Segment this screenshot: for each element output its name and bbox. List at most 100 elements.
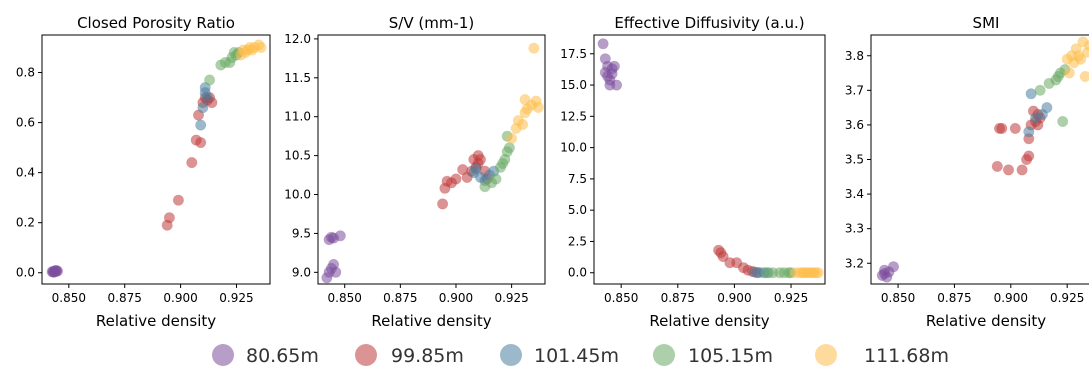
point-105.15m	[1057, 116, 1069, 128]
y-tick-label: 5.0	[568, 203, 587, 217]
panels: Closed Porosity Ratio 0.850 0.875 0.900 0.92…	[16, 14, 1089, 330]
point-99.85m	[717, 251, 729, 263]
y-tick-label: 0.4	[16, 166, 35, 180]
y-tick-label: 10.5	[284, 149, 311, 163]
y-tick-label: 3.7	[845, 83, 864, 97]
x-tick-label: 0.875	[937, 291, 971, 305]
y-tick-label: 2.5	[568, 234, 587, 248]
legend-label: 80.65m	[246, 345, 319, 367]
y-tick-label: 11.5	[284, 71, 311, 85]
points-group	[321, 42, 544, 284]
point-80.65m	[611, 79, 623, 91]
point-99.85m	[1023, 150, 1035, 162]
y-tick-label: 11.0	[284, 110, 311, 124]
x-tick-label: 0.875	[661, 291, 695, 305]
point-80.65m	[330, 266, 342, 278]
point-99.85m	[186, 157, 198, 169]
point-111.68m	[255, 41, 267, 53]
y-tick-label: 3.3	[845, 222, 864, 236]
x-tick-label: 0.925	[774, 291, 808, 305]
point-101.45m	[1041, 102, 1053, 114]
legend-marker	[212, 344, 234, 366]
x-tick-label: 0.850	[881, 291, 915, 305]
y-tick-label: 10.0	[284, 188, 311, 202]
panel-title: Closed Porosity Ratio	[77, 14, 235, 32]
y-tick-label: 0.8	[16, 66, 35, 80]
point-101.45m	[470, 163, 482, 175]
point-111.68m	[1063, 67, 1075, 79]
axes-frame	[593, 34, 826, 285]
y-tick-label: 7.5	[568, 172, 587, 186]
point-99.85m	[172, 194, 184, 206]
y-tick-label: 3.2	[845, 256, 864, 270]
point-99.85m	[991, 160, 1003, 172]
panel-3: Effective Diffusivity (a.u.) 0.850 0.875 0.…	[560, 14, 826, 330]
y-tick-label: 15.0	[560, 78, 587, 92]
point-99.85m	[474, 154, 486, 166]
point-101.45m	[201, 92, 213, 104]
x-axis-label: Relative density	[371, 312, 491, 330]
legend-item-111.68m: 111.68m	[815, 344, 949, 367]
x-tick-label: 0.900	[163, 291, 197, 305]
point-111.68m	[1079, 71, 1089, 82]
y-tick-label: 3.6	[845, 118, 864, 132]
x-tick-label: 0.875	[383, 291, 417, 305]
point-111.68m	[812, 267, 824, 279]
point-105.15m	[1034, 84, 1046, 96]
legend-item-105.15m: 105.15m	[653, 344, 773, 367]
y-tick-label: 3.5	[845, 153, 864, 167]
point-101.45m	[195, 119, 207, 131]
legend-label: 99.85m	[391, 345, 464, 367]
x-tick-label: 0.850	[604, 291, 638, 305]
legend-marker	[500, 344, 522, 366]
point-111.68m	[528, 42, 540, 54]
point-111.68m	[1075, 53, 1087, 65]
point-105.15m	[204, 74, 216, 86]
x-axis-label: Relative density	[96, 312, 216, 330]
point-99.85m	[1009, 122, 1021, 134]
point-101.45m	[1023, 126, 1035, 138]
point-99.85m	[450, 173, 462, 185]
panel-2: S/V (mm-1) 0.850 0.875 0.900 0.925 9.0 9.5 10.0…	[284, 14, 546, 330]
y-tick-label: 9.0	[292, 265, 311, 279]
y-tick-label: 0.0	[16, 266, 35, 280]
x-tick-label: 0.900	[439, 291, 473, 305]
point-111.68m	[1084, 39, 1089, 51]
point-111.68m	[506, 133, 518, 145]
point-80.65m	[334, 230, 346, 242]
y-tick-label: 17.5	[560, 47, 587, 61]
point-99.85m	[1016, 164, 1028, 176]
points-group	[46, 39, 267, 278]
x-tick-label: 0.925	[494, 291, 528, 305]
point-111.68m	[532, 101, 544, 113]
axes-frame	[41, 34, 271, 285]
legend-marker	[653, 344, 675, 366]
legend-item-101.45m: 101.45m	[500, 344, 619, 367]
legend-label: 111.68m	[864, 345, 949, 367]
x-tick-label: 0.925	[219, 291, 253, 305]
legend-label: 105.15m	[688, 345, 773, 367]
panel-1: Closed Porosity Ratio 0.850 0.875 0.900 0.92…	[16, 14, 271, 330]
y-tick-label: 9.5	[292, 226, 311, 240]
point-105.15m	[503, 142, 515, 154]
y-tick-label: 3.8	[845, 49, 864, 63]
x-tick-label: 0.875	[108, 291, 142, 305]
y-tick-label: 0.0	[568, 266, 587, 280]
point-99.85m	[195, 137, 207, 149]
point-105.15m	[490, 173, 502, 185]
points-group	[876, 36, 1089, 283]
legend-item-80.65m: 80.65m	[212, 344, 319, 367]
point-99.85m	[163, 212, 175, 224]
x-axis-label: Relative density	[649, 312, 769, 330]
x-tick-label: 0.900	[717, 291, 751, 305]
y-tick-label: 0.2	[16, 216, 35, 230]
y-tick-label: 10.0	[560, 141, 587, 155]
point-80.65m	[50, 264, 62, 276]
panel-title: SMI	[973, 14, 1000, 32]
legend-marker	[815, 344, 837, 366]
x-tick-label: 0.850	[52, 291, 86, 305]
y-tick-label: 12.5	[560, 109, 587, 123]
x-tick-label: 0.850	[328, 291, 362, 305]
point-111.68m	[519, 94, 531, 106]
y-tick-label: 0.6	[16, 116, 35, 130]
